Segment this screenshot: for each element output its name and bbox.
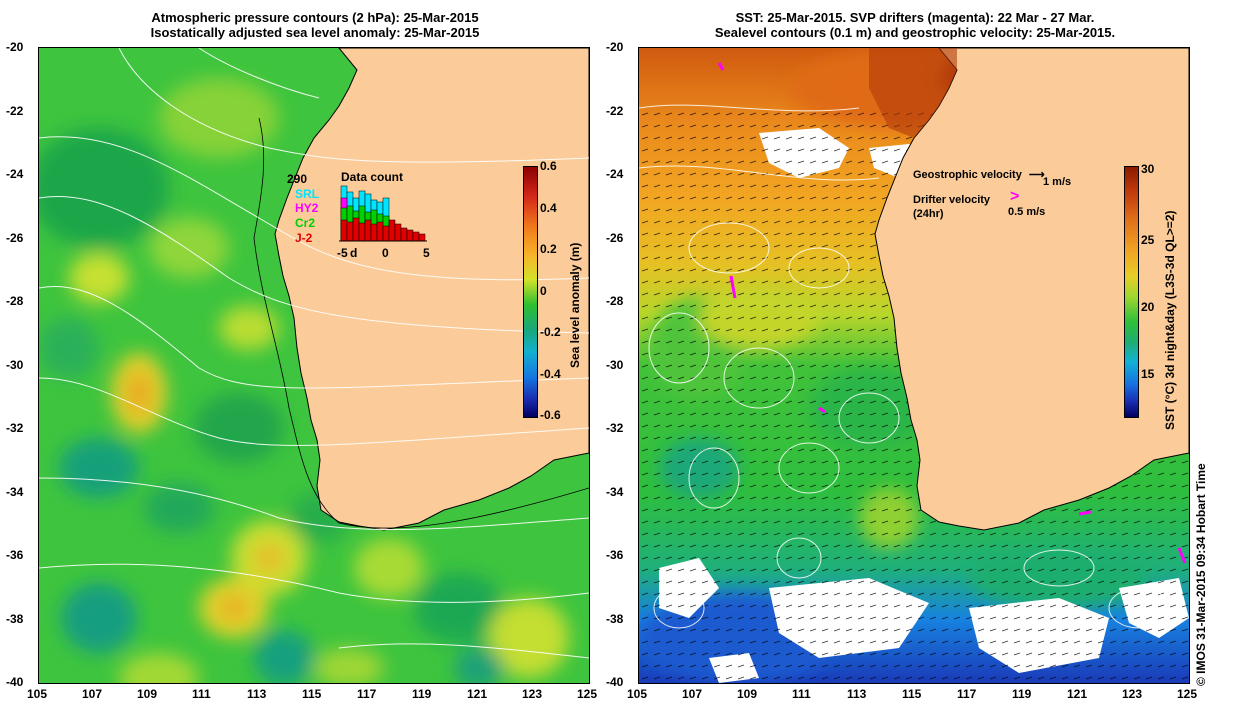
right-lon-tick: 121 — [1067, 687, 1088, 701]
left-lon-tick: 113 — [247, 687, 267, 701]
left-lat-tick: -22 — [6, 103, 24, 118]
right-lon-tick: 123 — [1122, 687, 1143, 701]
left-lon-tick: 121 — [467, 687, 488, 701]
right-colorbar-label: SST (°C) 3d night&day (L3S-3d QL>=2) — [1163, 210, 1177, 431]
drifter-arrow-icon: > — [1010, 188, 1020, 205]
right-lon-tick: 115 — [902, 687, 922, 701]
left-lon-tick: 115 — [302, 687, 322, 701]
mission-label-cr2: Cr2 — [295, 216, 315, 230]
left-lat-tick: -38 — [6, 611, 24, 626]
right-cbar-tick-20: 20 — [1141, 300, 1155, 314]
drifter-velocity-sub: (24hr) — [913, 208, 944, 220]
left-cbar-tick-neg0.6: -0.6 — [540, 408, 561, 422]
geostrophic-arrow-icon: ⟶ — [1028, 169, 1045, 181]
left-lat-tick: -34 — [6, 484, 24, 499]
data-count-inset: 290 Data count SRL HY2 Cr2 J-2 — [287, 170, 430, 260]
left-lat-tick: -36 — [6, 548, 24, 562]
histogram-axis-neg5: -5 — [337, 246, 348, 260]
left-lat-tick: -30 — [6, 357, 24, 372]
right-lat-tick: -26 — [606, 230, 624, 245]
data-count-histogram — [339, 185, 427, 242]
left-lat-tick: -40 — [6, 675, 24, 689]
geostrophic-scale: 1 m/s — [1043, 176, 1072, 188]
histogram-axis-5: 5 — [423, 246, 430, 260]
sst-colorbar — [1124, 166, 1139, 418]
left-lat-tick: -20 — [6, 40, 24, 54]
right-lon-tick: 111 — [792, 687, 811, 701]
left-lat-tick: -32 — [6, 421, 24, 435]
sea-level-anomaly-map: 290 Data count SRL HY2 Cr2 J-2 — [38, 47, 590, 684]
left-lon-tick: 119 — [412, 687, 432, 701]
left-lon-tick: 111 — [192, 687, 211, 701]
left-colorbar-label: Sea level anomaly (m) — [568, 242, 582, 368]
right-lon-tick: 117 — [957, 687, 977, 701]
drifter-scale: 0.5 m/s — [1008, 206, 1046, 218]
geostrophic-velocity-legend: Geostrophic velocity ⟶ — [913, 168, 1045, 181]
left-lon-tick: 123 — [522, 687, 543, 701]
sea-level-anomaly-map-graphic: 290 Data count SRL HY2 Cr2 J-2 — [39, 48, 589, 683]
drifter-velocity-label: Drifter velocity — [913, 194, 991, 206]
data-count-total: 290 — [287, 172, 307, 186]
right-lat-tick: -24 — [606, 167, 624, 181]
right-lon-tick: 125 — [1177, 687, 1198, 701]
right-lon-tick: 113 — [847, 687, 867, 701]
left-lon-tick: 125 — [577, 687, 598, 701]
left-cbar-tick-0: 0 — [540, 284, 547, 298]
right-lat-tick: -36 — [606, 548, 624, 562]
mission-label-hy2: HY2 — [295, 201, 319, 215]
left-cbar-tick-neg0.4: -0.4 — [540, 367, 561, 381]
right-title-line1: SST: 25-Mar-2015. SVP drifters (magenta)… — [735, 10, 1095, 25]
right-cbar-tick-15: 15 — [1141, 367, 1155, 381]
left-cbar-tick-0.4: 0.4 — [540, 201, 557, 215]
right-lon-tick: 107 — [682, 687, 703, 701]
sst-map-graphic — [639, 48, 1189, 683]
imos-credit: © IMOS 31-Mar-2015 09:34 Hobart Time — [1194, 463, 1208, 686]
sst-map — [638, 47, 1190, 684]
sea-level-colorbar — [523, 166, 538, 418]
left-lon-tick: 109 — [137, 687, 158, 701]
left-cbar-tick-0.6: 0.6 — [540, 159, 557, 173]
left-lon-tick: 117 — [357, 687, 377, 701]
histogram-axis-0: 0 — [382, 246, 389, 260]
right-cbar-tick-25: 25 — [1141, 233, 1155, 247]
left-cbar-tick-0.2: 0.2 — [540, 242, 557, 256]
right-lon-tick: 119 — [1012, 687, 1032, 701]
histogram-axis-d: d — [350, 246, 357, 260]
right-lat-tick: -32 — [606, 421, 624, 435]
right-lat-tick: -20 — [606, 40, 624, 54]
left-lon-tick: 105 — [27, 687, 48, 701]
right-lat-tick: -22 — [606, 103, 624, 118]
right-lat-tick: -34 — [606, 484, 624, 499]
left-cbar-tick-neg0.2: -0.2 — [540, 325, 561, 339]
mission-label-srl: SRL — [295, 187, 319, 201]
right-lat-tick: -40 — [606, 675, 624, 689]
mission-label-j2: J-2 — [295, 231, 313, 245]
left-lat-tick: -24 — [6, 167, 24, 181]
geostrophic-velocity-label: Geostrophic velocity — [913, 169, 1022, 181]
right-lon-tick: 109 — [737, 687, 758, 701]
left-title-line2: Isostatically adjusted sea level anomaly… — [150, 25, 480, 40]
right-lon-tick: 105 — [627, 687, 648, 701]
left-lat-tick: -28 — [6, 294, 24, 308]
right-lat-tick: -38 — [606, 611, 624, 626]
left-lat-tick: -26 — [6, 230, 24, 245]
right-lat-tick: -28 — [606, 294, 624, 308]
right-lat-tick: -30 — [606, 357, 624, 372]
right-title-line2: Sealevel contours (0.1 m) and geostrophi… — [714, 25, 1116, 40]
data-count-title: Data count — [341, 170, 403, 184]
left-lon-tick: 107 — [82, 687, 103, 701]
right-cbar-tick-30: 30 — [1141, 162, 1155, 176]
left-title-line1: Atmospheric pressure contours (2 hPa): 2… — [151, 10, 479, 25]
